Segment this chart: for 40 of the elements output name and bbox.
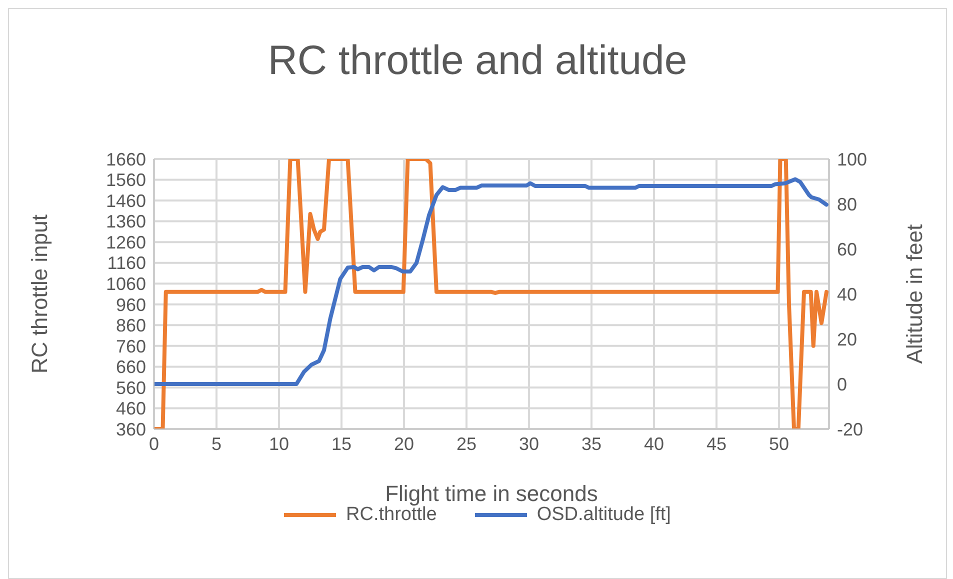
y-tick-label: 560 [116,378,146,398]
legend-label: RC.throttle [346,504,437,526]
x-tick-label: 50 [768,434,790,454]
y-tick-label: 1060 [106,274,146,294]
y2-tick-label: 40 [837,284,858,304]
y-tick-label: 460 [116,398,146,419]
y2-tick-label: 80 [837,194,858,214]
line-series [154,177,828,386]
y-axis-title: RC throttle input [26,214,52,374]
legend-label: OSD.altitude [ft] [536,504,671,526]
y-tick-label: 860 [116,316,146,336]
x-tick-label: 5 [211,434,222,454]
chart-title: RC throttle and altitude [266,37,688,84]
y-tick-label: 1560 [106,170,146,190]
x-tick-label: 30 [518,434,540,454]
x-axis-title: Flight time in seconds [385,481,598,506]
x-tick-label: 20 [394,434,414,454]
y2-tick-label: -20 [837,419,864,440]
x-tick-label: 10 [268,434,290,454]
y-tick-label: 760 [116,336,146,356]
y-tick-label: 1460 [106,190,146,211]
y2-tick-label: 0 [837,374,848,394]
x-tick-label: 35 [581,434,602,454]
x-tick-label: 25 [456,434,477,454]
y-tick-label: 960 [116,294,146,315]
y2-tick-label: 20 [837,329,858,350]
y2-axis-title: Altitude in feet [902,224,927,364]
y-tick-label: 1160 [107,253,146,274]
y-tick-label: 1360 [106,212,146,232]
y-tick-label: 660 [116,357,146,378]
x-tick-label: 15 [331,434,352,454]
x-tick-label: 40 [644,434,664,454]
y2-tick-label: 100 [837,149,868,170]
x-tick-label: 0 [148,434,160,454]
x-tick-label: 45 [706,434,727,454]
y-tick-label: 1260 [106,232,146,252]
y-tick-label: 1660 [106,149,146,170]
line-series [154,159,828,429]
y2-tick-label: 60 [837,239,858,260]
y-tick-label: 360 [116,419,146,440]
